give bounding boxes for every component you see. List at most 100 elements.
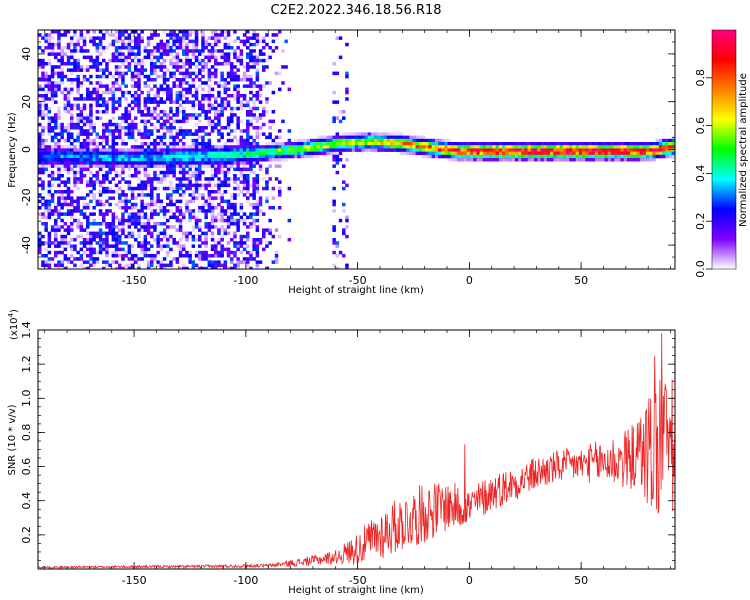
spectrogram-cell — [60, 68, 64, 72]
spectrogram-cell — [617, 145, 621, 149]
spectrogram-cell — [57, 106, 61, 111]
spectrogram-cell — [175, 42, 180, 47]
spectrogram-cell — [242, 164, 247, 168]
spectrogram-cell — [156, 193, 160, 197]
spectrogram-cell — [204, 126, 208, 130]
spectrogram-cell — [188, 148, 192, 152]
spectrogram-cell — [108, 145, 112, 149]
spectrogram-cell — [166, 129, 170, 133]
spectrogram-cell — [230, 46, 234, 50]
spectrogram-cell — [188, 87, 192, 92]
spectrogram-cell — [303, 148, 308, 152]
spectrogram-cell — [166, 193, 170, 197]
spectrogram-cell — [342, 116, 346, 120]
spectrogram-cell — [60, 225, 64, 229]
spectrogram-cell — [95, 231, 100, 236]
spectrogram-cell — [182, 145, 186, 149]
spectrogram-cell — [169, 263, 173, 268]
spectrogram-cell — [150, 186, 154, 191]
spectrogram-cell — [175, 257, 180, 261]
spectrogram-cell — [95, 260, 100, 264]
spectrogram-cell — [476, 158, 480, 162]
spectrogram-cell — [591, 145, 596, 149]
spectrogram-cell — [38, 110, 42, 114]
spectrogram-cell — [214, 183, 218, 188]
spectrogram-cell — [73, 30, 77, 34]
spectrogram-cell — [159, 84, 164, 88]
spectrogram-cell — [146, 55, 151, 60]
spectrogram-cell — [89, 199, 93, 204]
spectrogram-cell — [223, 106, 228, 111]
spectrogram-cell — [614, 154, 618, 159]
spectrogram-cell — [41, 254, 45, 258]
spectrogram-cell — [233, 87, 237, 92]
spectrogram-cell — [38, 206, 42, 210]
spectrogram-cell — [194, 46, 199, 50]
spectrogram-cell — [207, 164, 212, 168]
spectrogram-cell — [217, 122, 221, 127]
spectrogram-cell — [290, 154, 295, 159]
spectrogram-cell — [156, 206, 160, 210]
spectrogram-cell — [178, 199, 183, 204]
spectrogram-cell — [140, 58, 144, 63]
spectrogram-cell — [102, 190, 106, 194]
spectrogram-cell — [265, 228, 269, 232]
spectrogram-cell — [249, 167, 253, 172]
spectrogram-cell — [143, 250, 148, 255]
spectrogram-cell — [95, 81, 100, 85]
spectrogram-cell — [63, 97, 68, 101]
spectrogram-cell — [665, 145, 669, 149]
spectrogram-cell — [169, 234, 173, 239]
spectrogram-cell — [239, 209, 244, 213]
spectrogram-cell — [255, 161, 260, 165]
spectrogram-cell — [108, 42, 112, 47]
spectrogram-cell — [178, 158, 183, 162]
spectrogram-cell — [146, 158, 151, 162]
spectrogram-cell — [162, 132, 167, 136]
spectrogram-cell — [614, 142, 618, 146]
spectrogram-cell — [79, 247, 84, 252]
spectrogram-cell — [406, 135, 410, 140]
spectrogram-cell — [242, 260, 247, 264]
spectrogram-cell — [57, 42, 61, 47]
spectrogram-cell — [588, 145, 592, 149]
spectrogram-cell — [79, 177, 84, 181]
spectrogram-cell — [44, 103, 48, 108]
spectrogram-cell — [150, 36, 154, 40]
spectrogram-cell — [332, 135, 336, 140]
spectrogram-cell — [130, 84, 135, 88]
spectrogram-cell — [95, 87, 100, 92]
spectrogram-cell — [172, 65, 176, 69]
spectrogram-cell — [249, 183, 253, 188]
spectrogram-cell — [182, 132, 186, 136]
spectrogram-cell — [294, 138, 298, 143]
spectrogram-cell — [409, 135, 413, 140]
spectrogram-cell — [438, 142, 442, 146]
spectrogram-cell — [214, 158, 218, 162]
spectrogram-cell — [214, 151, 218, 156]
spectrogram-cell — [242, 154, 247, 159]
spectrogram-cell — [297, 148, 301, 152]
spectrogram-cell — [207, 199, 212, 204]
spectrogram-cell — [470, 148, 474, 152]
spectrogram-cell — [114, 55, 119, 60]
spectrogram-cell — [230, 257, 234, 261]
spectrogram-cell — [156, 238, 160, 242]
spectrogram-cell — [207, 190, 212, 194]
spectrogram-cell — [95, 234, 100, 239]
spectrogram-cell — [524, 142, 528, 146]
spectrogram-cell — [143, 215, 148, 220]
spectrogram-cell — [249, 193, 253, 197]
spectrogram-cell — [130, 148, 135, 152]
spectrogram-cell — [57, 81, 61, 85]
spectrogram-cell — [150, 142, 154, 146]
spectrogram-cell — [207, 142, 212, 146]
spectrogram-cell — [92, 87, 96, 92]
spectrogram-cell — [434, 148, 439, 152]
spectrogram-cell — [182, 212, 186, 216]
spectrogram-cell — [226, 266, 231, 269]
spectrogram-cell — [118, 186, 122, 191]
spectrogram-cell — [73, 78, 77, 82]
spectrogram-cell — [54, 158, 58, 162]
spectrogram-cell — [70, 212, 74, 216]
